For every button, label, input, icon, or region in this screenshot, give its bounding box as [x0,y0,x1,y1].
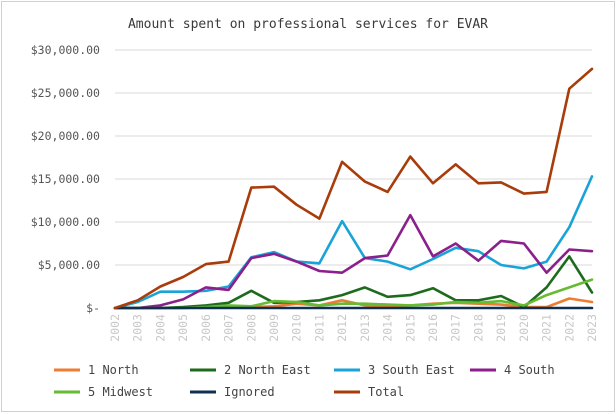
y-tick-label: $5,000.00 [38,258,100,272]
x-tick-label: 2004 [153,314,167,342]
legend-label: 2 North East [224,363,311,377]
y-tick-label: $10,000.00 [31,215,100,229]
x-tick-label: 2021 [540,314,554,342]
y-axis-ticks: $- $5,000.00 $10,000.00 $15,000.00 $20,000.0… [31,43,100,315]
x-tick-label: 2010 [290,314,304,342]
x-tick-label: 2013 [358,314,372,342]
series-lines [113,67,594,310]
y-tick-label: $- [86,301,100,315]
y-tick-label: $30,000.00 [31,43,100,57]
x-tick-label: 2005 [176,314,190,342]
x-tick-label: 2022 [562,314,576,342]
series-line-4-south [113,213,594,310]
chart-title: Amount spent on professional services fo… [128,17,488,32]
y-tick-label: $20,000.00 [31,129,100,143]
x-tick-label: 2002 [108,314,122,342]
series-line-5-midwest [113,278,594,310]
series-line-total [113,67,594,310]
series-line-3-south-east [113,175,594,310]
x-tick-label: 2011 [312,314,326,342]
legend-label: Ignored [224,385,275,399]
legend-label: 5 Midwest [88,385,153,399]
x-tick-label: 2009 [267,314,281,342]
y-tick-label: $15,000.00 [31,172,100,186]
x-tick-label: 2008 [244,314,258,342]
x-tick-label: 2023 [585,314,599,342]
x-tick-label: 2003 [131,314,145,342]
legend-label: Total [368,385,404,399]
x-axis-ticks: 2002 2003 2004 2005 2006 2007 2008 2009 2010 2011… [108,314,599,342]
x-tick-label: 2017 [449,314,463,342]
x-tick-label: 2018 [471,314,485,342]
x-tick-label: 2006 [199,314,213,342]
x-tick-label: 2020 [517,314,531,342]
legend-label: 3 South East [368,363,455,377]
legend-label: 1 North [88,363,139,377]
gridlines [115,49,592,309]
x-tick-label: 2019 [494,314,508,342]
legend-label: 4 South [504,363,555,377]
x-tick-label: 2015 [403,314,417,342]
x-tick-label: 2014 [381,314,395,342]
x-tick-label: 2016 [426,314,440,342]
y-tick-label: $25,000.00 [31,86,100,100]
x-tick-label: 2007 [222,314,236,342]
x-tick-label: 2012 [335,314,349,342]
legend: 1 North 2 North East 3 South East 4 South 5 … [54,363,555,399]
